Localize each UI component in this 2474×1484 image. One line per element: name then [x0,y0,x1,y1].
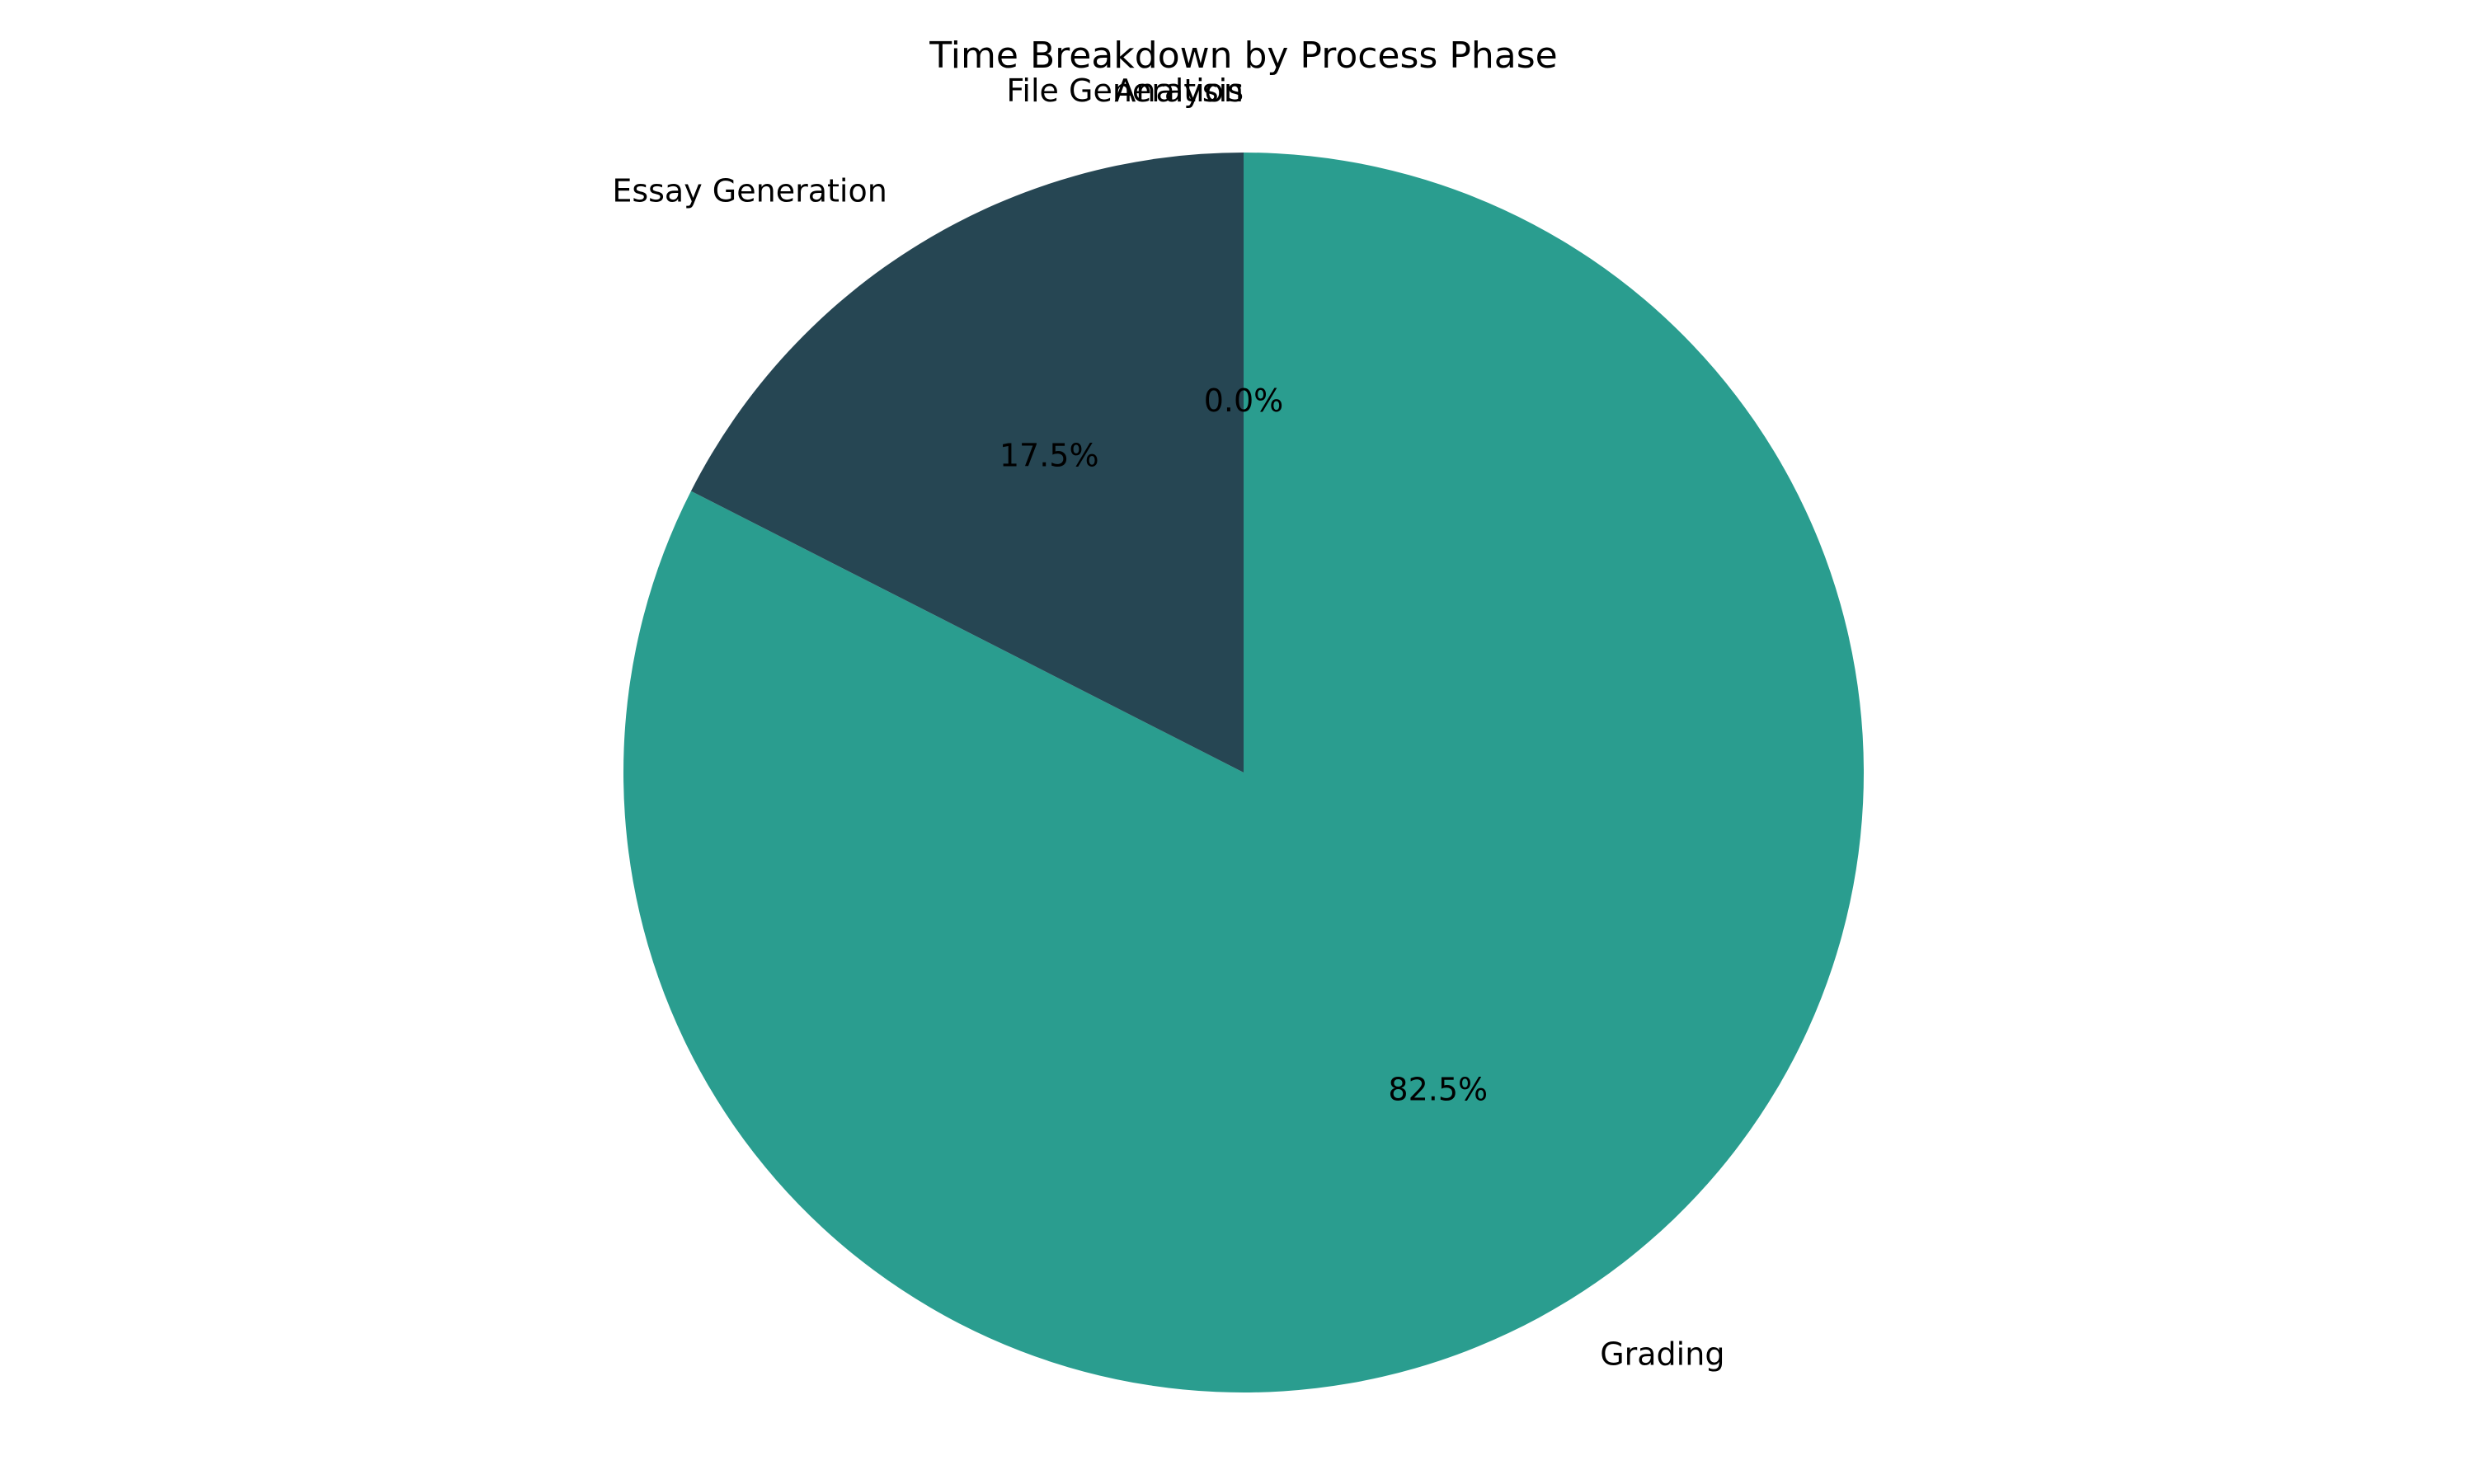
pie-slices [623,152,1864,1392]
slice-label-essay-generation: Essay Generation [612,173,887,209]
slice-pct-essay-generation: 17.5% [999,437,1099,473]
slice-pct-analysis: 0.0% [1204,383,1284,419]
slice-label-grading: Grading [1600,1336,1724,1372]
chart-title: Time Breakdown by Process Phase [929,35,1557,77]
slice-label-analysis: Analysis [1114,73,1244,109]
slice-pct-grading: 82.5% [1388,1072,1488,1108]
pie-slice-essay-generation [690,152,1244,773]
slice-label-file-generation: File Generation [1006,73,1244,109]
